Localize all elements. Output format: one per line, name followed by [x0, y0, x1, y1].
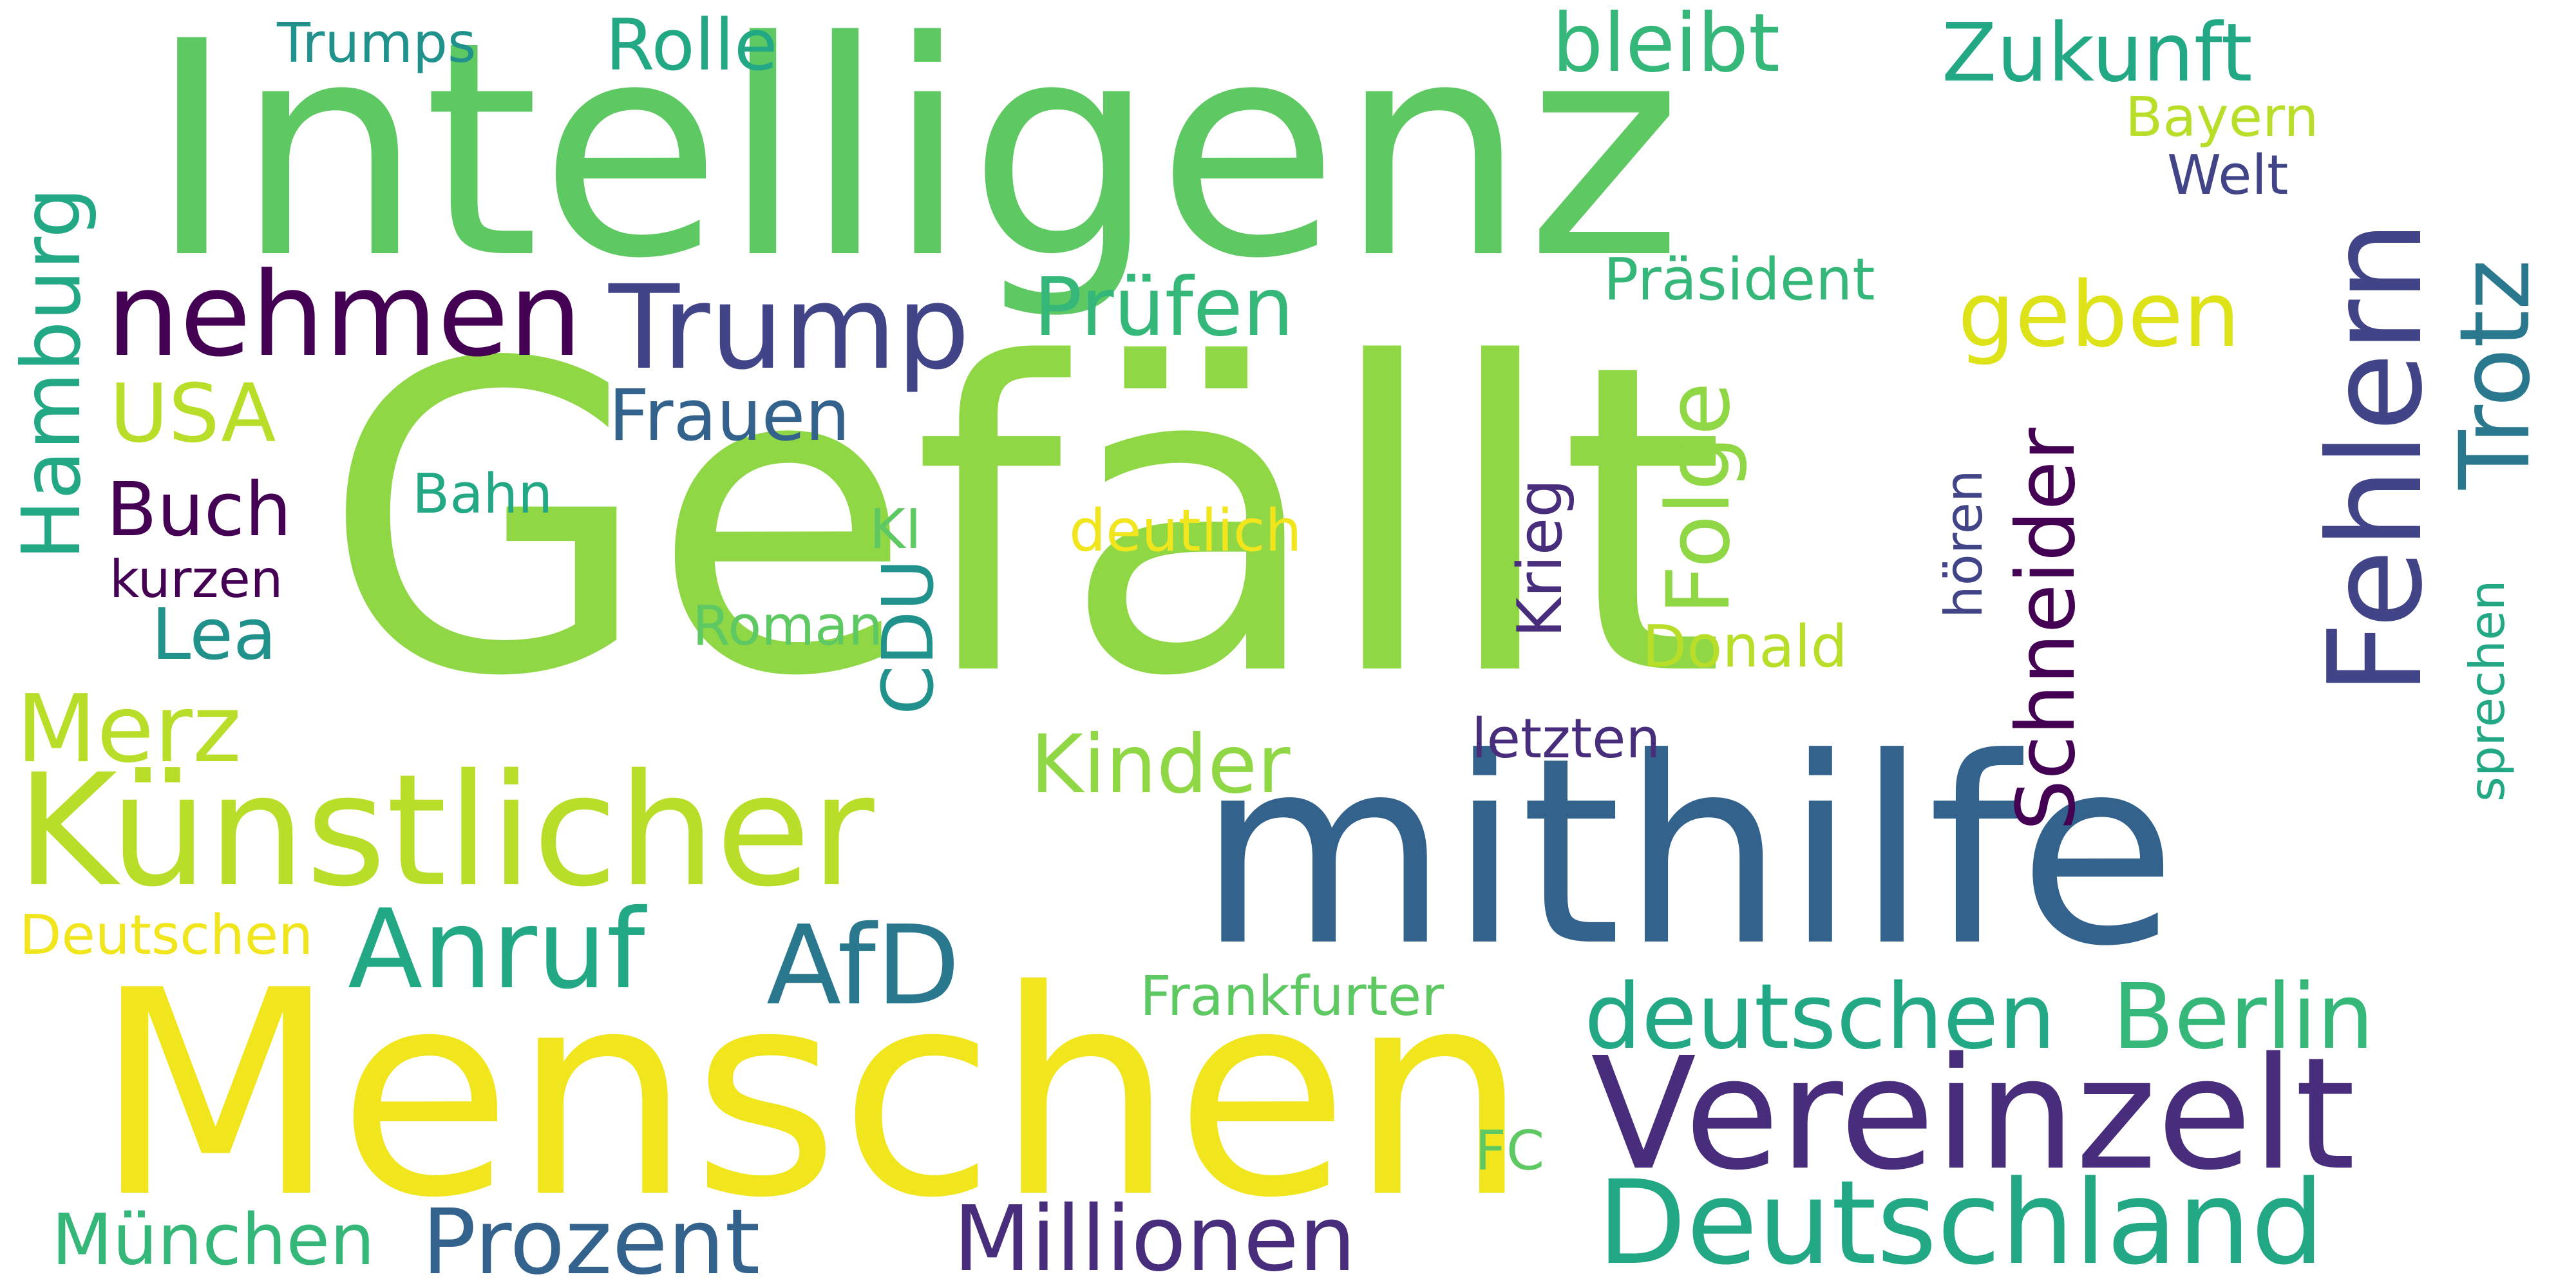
word-berlin: Berlin	[2112, 965, 2374, 1070]
word-millionen: Millionen	[953, 1187, 1356, 1288]
word-trumps: Trumps	[277, 12, 477, 75]
word-pruefen: Prüfen	[1034, 261, 1294, 354]
word-sprechen: sprechen	[2459, 580, 2515, 802]
word-folge: Folge	[1648, 382, 1749, 615]
word-mithilfe: mithilfe	[1198, 703, 2177, 1003]
word-deutlich: deutlich	[1069, 497, 1302, 565]
word-trotz: Trotz	[2439, 259, 2552, 489]
word-prozent: Prozent	[422, 1190, 761, 1288]
word-menschen: Menschen	[93, 930, 1529, 1260]
word-kuenstlicher: Künstlicher	[16, 741, 875, 921]
word-rolle: Rolle	[605, 4, 778, 86]
word-deutschland: Deutschland	[1597, 1156, 2325, 1288]
word-anruf: Anruf	[348, 886, 645, 1014]
word-bahn: Bahn	[412, 462, 553, 526]
word-afd: AfD	[766, 902, 960, 1030]
word-letzten: letzten	[1472, 707, 1661, 771]
word-gefaellt: Gefällt	[322, 274, 1726, 769]
word-vereinzelt: Vereinzelt	[1591, 1024, 2356, 1204]
word-merz: Merz	[16, 675, 242, 784]
word-kinder: Kinder	[1030, 718, 1291, 811]
word-buch: Buch	[106, 467, 292, 553]
word-donald: Donald	[1642, 613, 1848, 681]
word-hoeren: hören	[1934, 469, 1994, 618]
word-bleibt: bleibt	[1552, 0, 1781, 90]
word-usa: USA	[109, 367, 276, 460]
word-frankfurter: Frankfurter	[1140, 965, 1444, 1028]
word-bayern: Bayern	[2125, 86, 2319, 149]
word-fc: FC	[1475, 1119, 1545, 1183]
word-welt: Welt	[2167, 144, 2289, 207]
word-zukunft: Zukunft	[1942, 6, 2253, 100]
word-deutschen-capital: Deutschen	[19, 904, 314, 967]
word-muenchen: München	[52, 1198, 375, 1281]
word-lea: Lea	[151, 593, 277, 676]
word-deutschen: deutschen	[1584, 965, 2056, 1070]
word-intelligenz: Intelligenz	[148, 0, 1682, 323]
word-geben: geben	[1958, 263, 2240, 368]
word-ki: KI	[869, 498, 922, 562]
word-krieg: Krieg	[1505, 478, 1576, 638]
word-frauen: Frauen	[609, 374, 851, 457]
word-cdu: CDU	[867, 558, 949, 715]
word-praesident: Präsident	[1604, 246, 1875, 314]
word-roman: Roman	[692, 594, 884, 658]
word-kurzen: kurzen	[109, 549, 283, 609]
word-trump: Trump	[609, 261, 971, 395]
word-hamburg: Hamburg	[5, 187, 99, 560]
word-nehmen: nehmen	[106, 248, 583, 383]
word-fehlern: Fehlern	[2301, 220, 2451, 696]
word-schneider: Schneider	[2000, 428, 2093, 831]
